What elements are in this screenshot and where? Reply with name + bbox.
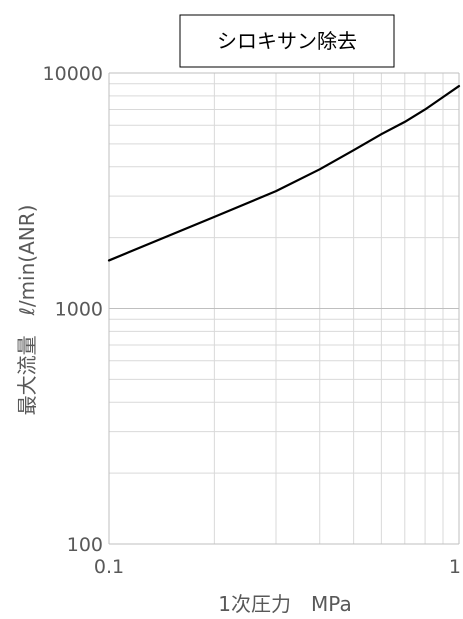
- x-tick-label: 1: [449, 556, 461, 578]
- x-axis-ticks: 0.1 1: [94, 556, 461, 578]
- y-axis-title: 最大流量 ℓ/min(ANR): [15, 205, 39, 416]
- y-tick-label: 100: [67, 534, 103, 556]
- x-tick-label: 0.1: [94, 556, 124, 578]
- y-tick-label: 1000: [55, 299, 103, 321]
- x-axis-title: 1次圧力 MPa: [218, 592, 351, 616]
- title-box: [179, 14, 395, 68]
- plot-frame: [108, 72, 460, 545]
- series-group: [107, 84, 461, 262]
- grid-lines: [109, 73, 459, 544]
- chart-title: シロキサン除去: [217, 29, 357, 53]
- y-axis-ticks: 100 1000 10000: [43, 63, 103, 556]
- series-line: [107, 84, 461, 262]
- y-tick-label: 10000: [43, 63, 103, 85]
